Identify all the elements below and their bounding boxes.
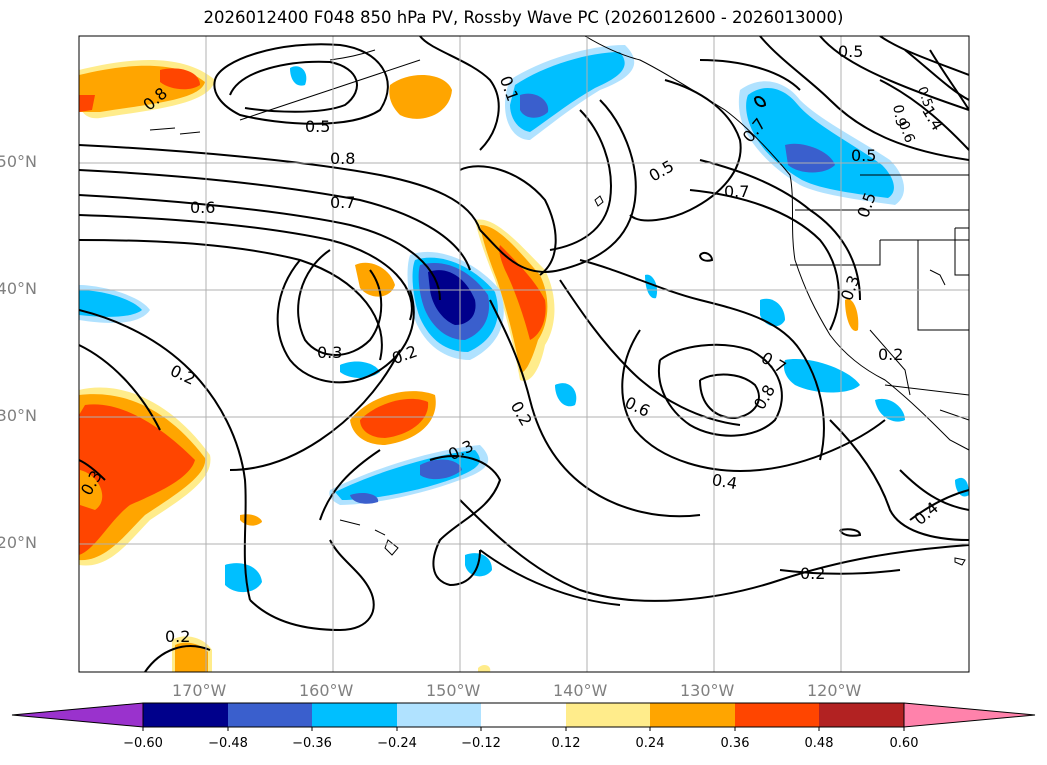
colorbar — [11, 702, 1036, 731]
contour-label: 0.2 — [165, 627, 190, 646]
colorbar-segment — [735, 703, 819, 727]
contour-label: 0.2 — [389, 342, 419, 369]
colorbar-segment — [312, 703, 397, 727]
lon-label: 160°W — [299, 681, 354, 700]
contour-label: 0.7 — [330, 193, 355, 212]
contour-label: 0.6 — [895, 119, 918, 145]
colorbar-tick-label: 0.24 — [635, 736, 665, 751]
colorbar-extend-low — [11, 702, 144, 728]
contour-label: 0.8 — [330, 149, 355, 168]
colorbar-tick-label: 0.12 — [551, 736, 581, 751]
map-frame — [78, 35, 970, 673]
coastlines — [149, 36, 969, 566]
lon-label: 170°W — [172, 681, 227, 700]
contour-label: 0.2 — [167, 361, 198, 389]
colorbar-tick-label: −0.24 — [377, 736, 417, 751]
contour-label: 0.5 — [851, 146, 876, 165]
positive-pv-shading — [79, 60, 859, 672]
colorbar-segment — [481, 703, 566, 727]
colorbar-segment — [397, 703, 481, 727]
contour-label: 0.7 — [758, 348, 790, 377]
contour-label: 0.9 — [889, 103, 909, 128]
colorbar-tick-label: −0.12 — [461, 736, 501, 751]
contour-label: 0.2 — [878, 345, 903, 364]
lat-label: 20°N — [0, 533, 37, 552]
lat-label: 40°N — [0, 279, 37, 298]
colorbar-tick-label: 0.36 — [720, 736, 750, 751]
colorbar-tick-label: 0.60 — [889, 736, 919, 751]
colorbar-segment — [228, 703, 312, 727]
contour-label: 0.5 — [305, 117, 330, 136]
lon-label: 130°W — [680, 681, 735, 700]
contour-label: 0.7 — [724, 182, 749, 201]
map-title: 2026012400 F048 850 hPa PV, Rossby Wave … — [203, 8, 844, 27]
colorbar-segment — [143, 703, 228, 727]
contour-label: 0.3 — [317, 343, 342, 362]
contour-label: 0.5 — [646, 156, 678, 185]
colorbar-segment — [819, 703, 904, 727]
contour-label: 0.5 — [914, 85, 935, 110]
negative-pv-shading — [79, 45, 969, 593]
lat-label: 30°N — [0, 406, 37, 425]
contour-label: 0.6 — [190, 198, 215, 217]
colorbar-tick-label: 0.48 — [804, 736, 834, 751]
contour-label: 0.4 — [710, 470, 738, 493]
colorbar-tick-label: −0.60 — [123, 736, 163, 751]
colorbar-tick-label: −0.48 — [208, 736, 248, 751]
gridlines — [79, 36, 969, 672]
colorbar-extend-high — [903, 702, 1036, 728]
colorbar-segment — [650, 703, 735, 727]
lon-label: 120°W — [807, 681, 862, 700]
contour-label: 0.2 — [800, 564, 825, 583]
contour-label: 0.5 — [838, 42, 863, 61]
lat-label: 50°N — [0, 152, 37, 171]
colorbar-segment — [566, 703, 650, 727]
lon-label: 150°W — [426, 681, 481, 700]
lon-label: 140°W — [553, 681, 608, 700]
colorbar-tick-label: −0.36 — [292, 736, 332, 751]
map-field: 0.8 0.5 0.8 0.6 0.7 0.3 0.2 0.2 0.3 0.3 … — [79, 36, 969, 672]
